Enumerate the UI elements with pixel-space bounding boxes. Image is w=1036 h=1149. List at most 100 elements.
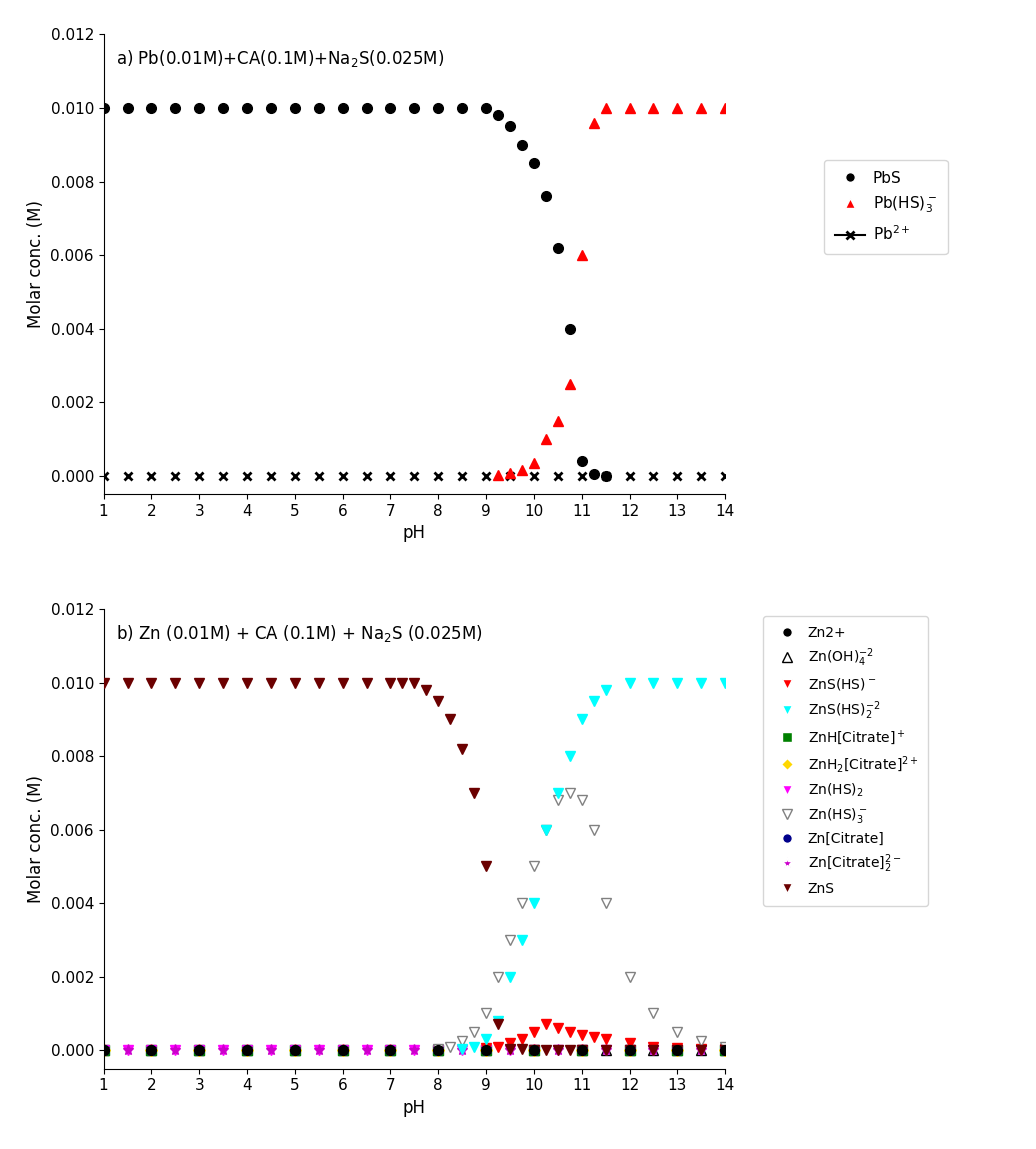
Zn(OH)$_4^{-2}$ bbox=[719, 1043, 731, 1057]
ZnS bbox=[121, 676, 134, 689]
Zn[Citrate] bbox=[145, 1043, 157, 1057]
ZnS(HS)$^-$ bbox=[587, 1031, 600, 1044]
ZnS bbox=[145, 676, 157, 689]
Zn(OH)$_4^{-2}$ bbox=[480, 1043, 492, 1057]
ZnS(HS)$^-$ bbox=[695, 1042, 708, 1056]
Zn[Citrate]$_2^{2-}$ bbox=[97, 1043, 110, 1057]
Pb$^{2+}$ bbox=[217, 469, 229, 483]
Pb$^{2+}$ bbox=[600, 469, 612, 483]
Zn(OH)$_4^{-2}$ bbox=[432, 1043, 444, 1057]
PbS bbox=[193, 101, 205, 115]
Zn(OH)$_4^{-2}$ bbox=[240, 1043, 253, 1057]
Zn(OH)$_4^{-2}$ bbox=[648, 1043, 660, 1057]
Line: ZnS: ZnS bbox=[98, 678, 730, 1055]
ZnS(HS)$_2^{-2}$ bbox=[527, 896, 540, 910]
Zn(HS)$_3^-$ bbox=[432, 1042, 444, 1056]
ZnS(HS)$_2^{-2}$ bbox=[671, 676, 684, 689]
PbS bbox=[480, 101, 492, 115]
ZnH[Citrate]$^+$ bbox=[671, 1043, 684, 1057]
Line: Pb(HS)$_3^-$: Pb(HS)$_3^-$ bbox=[493, 103, 730, 479]
ZnS bbox=[396, 676, 408, 689]
Pb(HS)$_3^-$ bbox=[671, 101, 684, 115]
Zn(HS)$_3^-$ bbox=[587, 823, 600, 836]
ZnS(HS)$^-$ bbox=[492, 1040, 505, 1054]
Zn(HS)$_3^-$ bbox=[564, 786, 576, 800]
Pb(HS)$_3^-$ bbox=[587, 116, 600, 130]
Zn[Citrate] bbox=[289, 1043, 301, 1057]
Pb(HS)$_3^-$ bbox=[516, 463, 528, 477]
Line: Zn[Citrate]: Zn[Citrate] bbox=[98, 1046, 730, 1055]
Zn[Citrate]$_2^{2-}$ bbox=[480, 1043, 492, 1057]
Zn[Citrate]$_2^{2-}$ bbox=[551, 1043, 564, 1057]
PbS bbox=[527, 156, 540, 170]
Zn(HS)$_3^-$ bbox=[695, 1034, 708, 1048]
Pb$^{2+}$ bbox=[527, 469, 540, 483]
ZnS(HS)$_2^{-2}$ bbox=[468, 1040, 481, 1054]
ZnS bbox=[551, 1043, 564, 1057]
Zn[Citrate]$_2^{2-}$ bbox=[503, 1043, 516, 1057]
ZnS bbox=[97, 676, 110, 689]
Pb$^{2+}$ bbox=[408, 469, 421, 483]
ZnS(HS)$_2^{-2}$ bbox=[516, 933, 528, 947]
Zn[Citrate]$_2^{2-}$ bbox=[456, 1043, 468, 1057]
X-axis label: pH: pH bbox=[403, 1098, 426, 1117]
Zn(HS)$_3^-$ bbox=[480, 1007, 492, 1020]
ZnH[Citrate]$^+$ bbox=[97, 1043, 110, 1057]
Line: Pb$^{2+}$: Pb$^{2+}$ bbox=[99, 471, 729, 480]
Zn(HS)$_2$ bbox=[648, 1043, 660, 1057]
ZnS bbox=[456, 742, 468, 756]
Line: ZnH[Citrate]$^+$: ZnH[Citrate]$^+$ bbox=[98, 1046, 730, 1055]
ZnS(HS)$^-$ bbox=[527, 1025, 540, 1039]
Zn(HS)$_2$ bbox=[480, 1043, 492, 1057]
Zn(HS)$_2$ bbox=[551, 1043, 564, 1057]
ZnH$_2$[Citrate]$^{2+}$ bbox=[240, 1043, 253, 1057]
Legend: Zn2+, Zn(OH)$_4^{-2}$, ZnS(HS)$^-$, ZnS(HS)$_2^{-2}$, ZnH[Citrate]$^+$, ZnH$_2$[: Zn2+, Zn(OH)$_4^{-2}$, ZnS(HS)$^-$, ZnS(… bbox=[764, 616, 928, 905]
Zn[Citrate]$_2^{2-}$ bbox=[169, 1043, 181, 1057]
Zn[Citrate]$_2^{2-}$ bbox=[384, 1043, 397, 1057]
PbS bbox=[217, 101, 229, 115]
Pb$^{2+}$ bbox=[240, 469, 253, 483]
Zn[Citrate]$_2^{2-}$ bbox=[408, 1043, 421, 1057]
Zn[Citrate]$_2^{2-}$ bbox=[265, 1043, 278, 1057]
Pb(HS)$_3^-$ bbox=[551, 414, 564, 427]
PbS bbox=[169, 101, 181, 115]
Y-axis label: Molar conc. (M): Molar conc. (M) bbox=[27, 774, 45, 903]
Zn(HS)$_2$ bbox=[432, 1043, 444, 1057]
Zn(HS)$_2$ bbox=[265, 1043, 278, 1057]
ZnS(HS)$_2^{-2}$ bbox=[587, 694, 600, 708]
Zn[Citrate]$_2^{2-}$ bbox=[719, 1043, 731, 1057]
Zn[Citrate] bbox=[576, 1043, 588, 1057]
ZnS bbox=[564, 1043, 576, 1057]
Legend: PbS, Pb(HS)$_3^-$, Pb$^{2+}$: PbS, Pb(HS)$_3^-$, Pb$^{2+}$ bbox=[824, 160, 948, 254]
Zn[Citrate] bbox=[527, 1043, 540, 1057]
ZnS bbox=[421, 683, 433, 696]
PbS bbox=[121, 101, 134, 115]
ZnS bbox=[432, 694, 444, 708]
ZnS(HS)$^-$ bbox=[671, 1041, 684, 1055]
Zn(HS)$_3^-$ bbox=[624, 970, 636, 984]
Zn2+ bbox=[145, 1043, 157, 1057]
ZnS(HS)$_2^{-2}$ bbox=[564, 749, 576, 763]
ZnS bbox=[503, 1042, 516, 1056]
ZnS(HS)$^-$ bbox=[516, 1032, 528, 1046]
Zn(HS)$_2$ bbox=[576, 1043, 588, 1057]
Zn(HS)$_3^-$ bbox=[719, 1040, 731, 1054]
Zn[Citrate] bbox=[240, 1043, 253, 1057]
Pb(HS)$_3^-$ bbox=[492, 468, 505, 481]
ZnH$_2$[Citrate]$^{2+}$ bbox=[719, 1043, 731, 1057]
Zn(HS)$_3^-$ bbox=[551, 793, 564, 807]
Zn2+ bbox=[337, 1043, 349, 1057]
ZnS(HS)$_2^{-2}$ bbox=[503, 970, 516, 984]
Pb$^{2+}$ bbox=[480, 469, 492, 483]
Zn[Citrate]$_2^{2-}$ bbox=[576, 1043, 588, 1057]
Pb(HS)$_3^-$ bbox=[576, 248, 588, 262]
Zn[Citrate] bbox=[337, 1043, 349, 1057]
ZnH$_2$[Citrate]$^{2+}$ bbox=[671, 1043, 684, 1057]
Zn(HS)$_3^-$ bbox=[671, 1025, 684, 1039]
ZnS(HS)$_2^{-2}$ bbox=[480, 1032, 492, 1046]
Zn(HS)$_2$ bbox=[193, 1043, 205, 1057]
Zn[Citrate]$_2^{2-}$ bbox=[289, 1043, 301, 1057]
Zn[Citrate] bbox=[432, 1043, 444, 1057]
Line: Zn(OH)$_4^{-2}$: Zn(OH)$_4^{-2}$ bbox=[98, 1046, 730, 1055]
ZnS(HS)$^-$ bbox=[503, 1036, 516, 1050]
